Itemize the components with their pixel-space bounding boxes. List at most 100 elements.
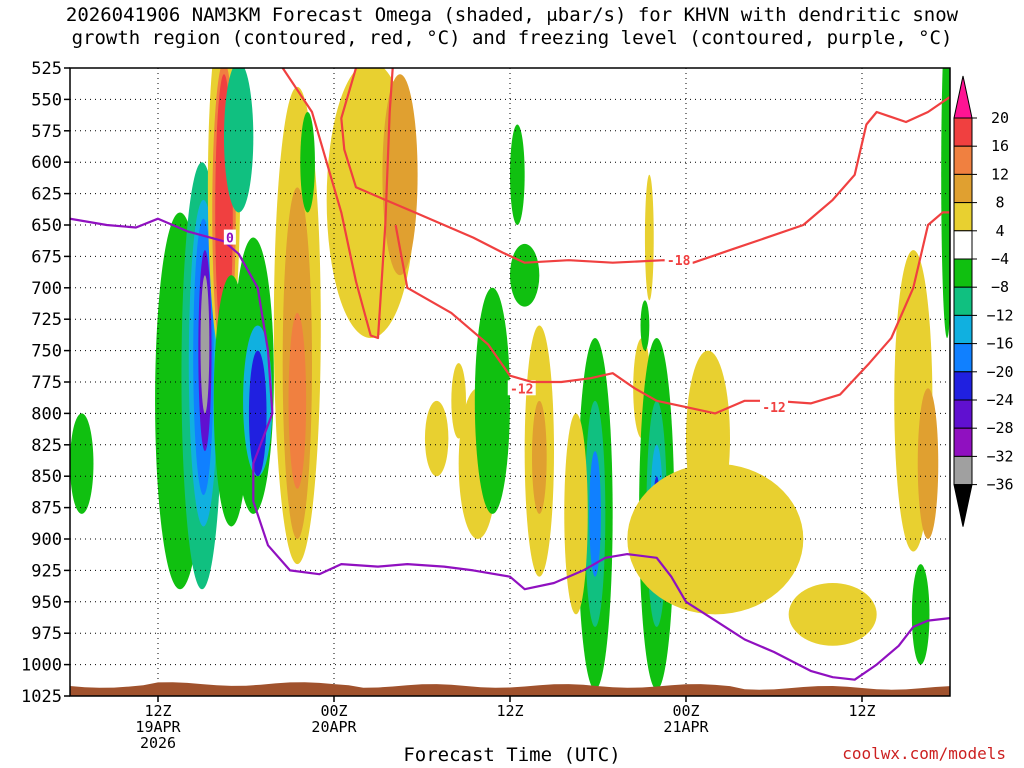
y-tick-label-5: 650 <box>31 216 62 236</box>
omega-region-18 <box>300 111 315 213</box>
contour-line-3 <box>70 217 950 681</box>
credit-link[interactable]: coolwx.com/models <box>842 744 1006 763</box>
y-tick-label-17: 950 <box>31 593 62 613</box>
y-tick-label-6: 675 <box>31 247 62 267</box>
colorbar-label-0: 20 <box>991 109 1009 127</box>
colorbar-box-3 <box>953 202 973 232</box>
colorbar-box-8 <box>953 343 973 373</box>
chart-title-line2: growth region (contoured, red, °C) and f… <box>71 27 953 49</box>
omega-region-20 <box>382 74 418 276</box>
y-tick-label-1: 550 <box>31 90 62 110</box>
colorbar-bottom-arrow <box>953 484 973 527</box>
x-tick-label-1-0: 00Z <box>320 702 347 720</box>
x-tick-label-0-2: 2026 <box>140 734 176 752</box>
y-tick-label-11: 800 <box>31 404 62 424</box>
x-tick-label-2-0: 12Z <box>496 702 523 720</box>
chart-title-line1: 2026041906 NAM3KM Forecast Omega (shaded… <box>65 4 959 26</box>
colorbar-label-3: 8 <box>995 194 1004 212</box>
y-tick-label-19: 1000 <box>21 656 62 676</box>
chart-title: 2026041906 NAM3KM Forecast Omega (shaded… <box>0 4 1024 50</box>
omega-region-25 <box>509 124 525 225</box>
colorbar-top-arrow <box>953 75 973 119</box>
y-tick-label-10: 775 <box>31 373 62 393</box>
y-tick-label-7: 700 <box>31 279 62 299</box>
colorbar-label-10: −24 <box>986 391 1013 409</box>
contour-line-2 <box>340 68 950 264</box>
contour-label-bg-1 <box>760 399 788 415</box>
contour-label-bg-0 <box>507 380 536 396</box>
omega-region-32 <box>564 413 588 615</box>
omega-region-10 <box>224 68 254 213</box>
y-tick-label-8: 725 <box>31 310 62 330</box>
x-tick-label-0-0: 12Z <box>144 702 171 720</box>
y-tick-label-13: 850 <box>31 467 62 487</box>
omega-region-42 <box>788 582 877 646</box>
y-tick-label-20: 1025 <box>21 687 62 707</box>
y-tick-label-15: 900 <box>31 530 62 550</box>
colorbar-box-9 <box>953 371 973 401</box>
y-tick-label-0: 525 <box>31 59 62 79</box>
omega-region-39 <box>644 174 654 301</box>
terrain <box>70 682 950 696</box>
omega-region-31 <box>589 451 601 577</box>
colorbar-label-13: −36 <box>986 476 1013 494</box>
colorbar-label-5: −4 <box>991 250 1009 268</box>
colorbar-label-8: −16 <box>986 335 1013 353</box>
contour-label-bg-3 <box>223 229 236 245</box>
colorbar-label-4: 4 <box>995 222 1004 240</box>
y-tick-label-3: 600 <box>31 153 62 173</box>
contour-lines: -12 -12 -18 0 <box>70 68 950 681</box>
colorbar-box-12 <box>953 455 973 486</box>
omega-region-24 <box>474 287 510 514</box>
colorbar-box-5 <box>953 258 973 288</box>
colorbar-box-0 <box>953 117 973 147</box>
contour-label-3: 0 <box>226 232 234 247</box>
y-tick-label-12: 825 <box>31 436 62 456</box>
contour-label-0: -12 <box>510 382 533 397</box>
colorbar-box-2 <box>953 173 973 204</box>
colorbar-box-1 <box>953 145 973 175</box>
x-tick-label-3-1: 21APR <box>663 718 709 736</box>
y-axis: 525 550 575 600 625 650 675 700 725 750 775 800 825 8… <box>21 59 70 707</box>
omega-region-14 <box>248 350 267 477</box>
omega-region-41 <box>686 350 730 527</box>
omega-region-26 <box>510 243 540 307</box>
omega-region-45 <box>941 68 950 338</box>
omega-region-28 <box>532 400 547 514</box>
omega-region-0 <box>70 413 94 514</box>
colorbar-label-9: −20 <box>986 363 1013 381</box>
omega-region-34 <box>640 300 650 351</box>
x-tick-label-0-1: 19APR <box>135 718 181 736</box>
colorbar-label-1: 16 <box>991 137 1009 155</box>
contour-line-0 <box>281 68 394 340</box>
contour-label-bg-2 <box>664 252 693 268</box>
omega-region-44 <box>917 388 939 539</box>
colorbar-box-4 <box>953 230 973 260</box>
contour-line-1 <box>394 211 950 415</box>
colorbar-box-7 <box>953 314 973 345</box>
colorbar-label-6: −8 <box>991 278 1009 296</box>
omega-region-6 <box>200 275 210 414</box>
contour-label-1: -12 <box>762 401 785 416</box>
x-tick-label-4-0: 12Z <box>848 702 875 720</box>
x-tick-label-1-1: 20APR <box>311 718 357 736</box>
colorbar-label-12: −32 <box>986 447 1013 465</box>
omega-region-17 <box>288 312 307 489</box>
colorbar-box-6 <box>953 286 973 316</box>
y-tick-label-16: 925 <box>31 561 62 581</box>
y-tick-label-18: 975 <box>31 624 62 644</box>
contour-label-2: -18 <box>667 254 691 269</box>
colorbar-box-11 <box>953 427 973 457</box>
y-tick-label-2: 575 <box>31 122 62 142</box>
y-tick-label-9: 750 <box>31 342 62 362</box>
x-axis-title: Forecast Time (UTC) <box>403 744 621 766</box>
y-tick-label-4: 625 <box>31 185 62 205</box>
y-tick-label-14: 875 <box>31 499 62 519</box>
terrain-fill <box>70 682 950 696</box>
omega-region-46 <box>911 564 930 665</box>
colorbar-label-2: 12 <box>991 165 1009 183</box>
colorbar-label-7: −12 <box>986 306 1013 324</box>
omega-region-21 <box>424 400 449 477</box>
colorbar-label-11: −28 <box>986 419 1013 437</box>
